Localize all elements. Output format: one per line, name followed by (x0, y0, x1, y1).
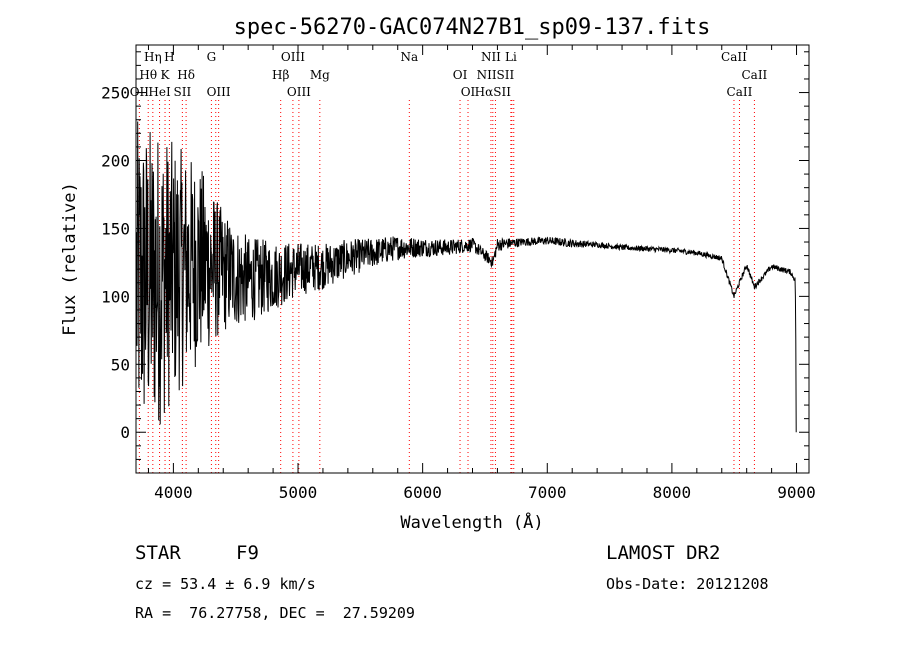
y-tick-label: 100 (101, 287, 130, 306)
line-label: Hβ (272, 68, 289, 82)
x-tick-label: 5000 (279, 483, 318, 502)
redshift-value: cz = 53.4 ± 6.9 km/s (135, 575, 316, 593)
x-tick-label: 7000 (528, 483, 567, 502)
y-tick-label: 200 (101, 151, 130, 170)
object-subclass: F9 (236, 542, 259, 564)
coordinates: RA = 76.27758, DEC = 27.59209 (135, 604, 415, 622)
line-label: H (164, 50, 174, 64)
x-axis-label: Wavelength (Å) (400, 511, 543, 533)
x-axis: 4000 5000 6000 7000 8000 9000 (147, 45, 816, 502)
x-tick-label: 9000 (777, 483, 816, 502)
line-label: Hθ (139, 68, 157, 82)
line-label: Hδ (177, 68, 195, 82)
line-label: CaII (741, 68, 767, 82)
y-tick-label: 50 (111, 355, 130, 374)
line-label: K (161, 68, 171, 82)
line-label: CaII (721, 50, 747, 64)
line-label: NIISII (477, 68, 515, 82)
y-tick-label: 150 (101, 219, 130, 238)
spectrum-series (136, 121, 797, 433)
chart-title: spec-56270-GAC074N27B1_sp09-137.fits (234, 15, 711, 40)
y-tick-label: 0 (120, 423, 130, 442)
x-tick-label: 8000 (653, 483, 692, 502)
y-axis-label: Flux (relative) (60, 182, 80, 336)
line-label: HeI (148, 85, 171, 99)
line-label: Hη (144, 50, 162, 64)
x-tick-label: 6000 (403, 483, 442, 502)
line-label: OI (461, 85, 476, 99)
plot-frame (135, 44, 810, 474)
line-label: Mg (310, 68, 330, 82)
line-label: OI (453, 68, 468, 82)
line-label: OIII (207, 85, 231, 99)
line-label: SII (174, 85, 192, 99)
observation-date: Obs-Date: 20121208 (606, 575, 769, 593)
line-label: OIII (287, 85, 311, 99)
survey-name: LAMOST DR2 (606, 542, 721, 564)
line-label: HαSII (475, 85, 512, 99)
emission-line-markers (138, 100, 755, 473)
line-label: NII (481, 50, 501, 64)
line-label: G (207, 50, 217, 64)
spectrum-line (136, 121, 797, 433)
line-label: CaII (727, 85, 753, 99)
y-tick-label: 250 (101, 84, 130, 103)
line-label: OIII (281, 50, 305, 64)
y-axis: 0 50 100 150 200 250 (101, 51, 809, 460)
line-label: Li (505, 50, 517, 64)
x-tick-label: 4000 (154, 483, 193, 502)
line-label: Na (400, 50, 418, 64)
object-class: STAR (135, 542, 181, 564)
line-label: OII (130, 85, 150, 99)
